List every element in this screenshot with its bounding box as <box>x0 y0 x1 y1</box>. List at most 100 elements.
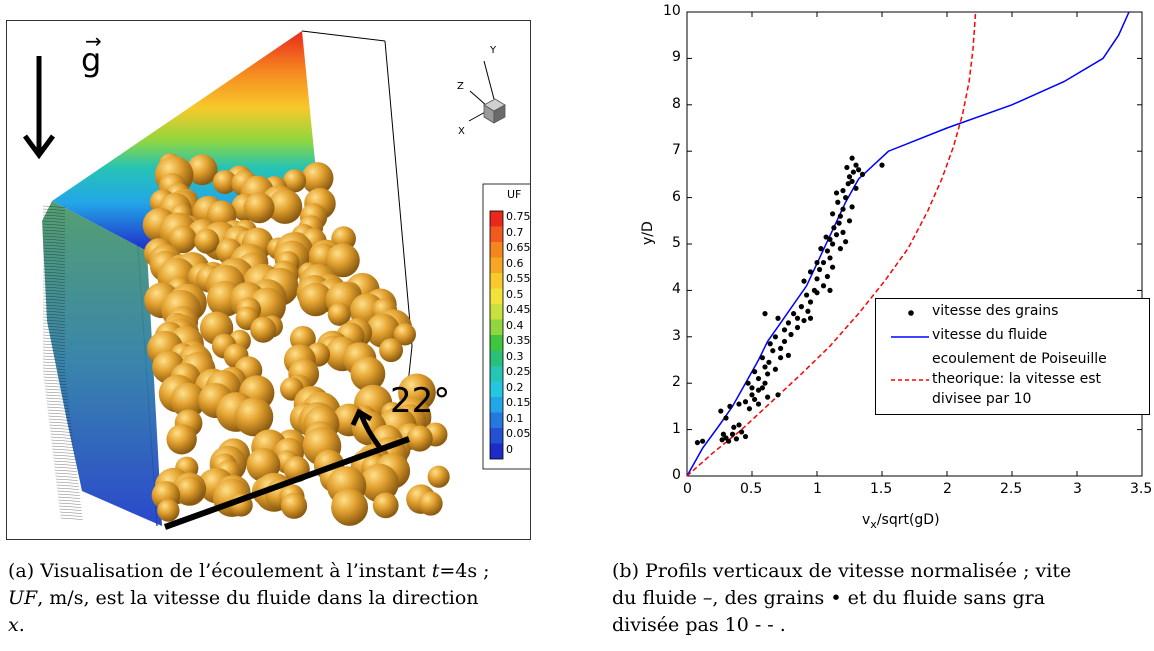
grain-velocity-point <box>831 225 837 231</box>
colorbar-swatch <box>490 397 503 413</box>
grain-particle <box>267 189 303 224</box>
velocity-vector-face <box>42 201 162 526</box>
grain-particle <box>350 356 386 392</box>
grain-particle <box>194 228 220 254</box>
grain-velocity-point <box>849 178 855 184</box>
grain-velocity-point <box>772 366 778 372</box>
grain-velocity-point <box>762 364 768 370</box>
grain-velocity-point <box>718 408 724 414</box>
colorbar-tick-label: 0.5 <box>506 287 524 301</box>
grain-velocity-point <box>849 204 855 210</box>
colorbar-swatch <box>490 335 503 351</box>
grain-velocity-point <box>846 174 853 180</box>
grain-velocity-point <box>772 334 778 340</box>
y-tick-label: 3 <box>672 327 681 344</box>
poiseuille-curve <box>686 11 977 477</box>
incline-angle-label: 22° <box>390 381 451 421</box>
grain-particle <box>186 154 218 186</box>
grain-velocity-point <box>755 375 762 382</box>
grain-particle <box>175 476 204 505</box>
grain-velocity-point <box>818 246 824 252</box>
incline-angle-arrow-icon <box>163 408 411 530</box>
grain-velocity-point <box>736 401 742 407</box>
grain-particle <box>379 338 404 363</box>
grain-velocity-point <box>801 317 807 324</box>
grain-velocity-point <box>762 380 768 386</box>
colorbar-tick-label: 0.3 <box>506 349 524 363</box>
grain-velocity-point <box>736 422 742 428</box>
caption-a-var-x: x <box>8 614 19 636</box>
grain-velocity-point <box>745 380 751 386</box>
grain-velocity-point <box>830 241 836 247</box>
legend-entry-grains: vitesse des grains <box>932 303 1059 319</box>
grain-velocity-point <box>830 264 836 270</box>
grain-velocity-point <box>801 278 807 284</box>
grain-particle <box>298 282 333 317</box>
grain-velocity-point <box>814 276 820 282</box>
grain-particle <box>234 397 274 437</box>
grain-particle <box>166 424 197 455</box>
grain-velocity-point <box>853 185 859 191</box>
grain-velocity-point <box>859 171 866 177</box>
figure-b-chart: 0 0.5 1 1.5 2 2.5 3 3.5 0 1 2 3 4 5 6 7 8 9 10 y/D vx/sqrt… <box>600 0 1154 545</box>
grain-velocity-point <box>720 431 726 437</box>
caption-a-text3: , m/s, est la vitesse du fluide dans la … <box>37 587 479 609</box>
grain-velocity-point <box>759 355 765 361</box>
grain-velocity-point <box>853 162 859 168</box>
grain-velocity-point <box>788 331 794 338</box>
grain-velocity-point <box>749 392 755 398</box>
y-tick-label: 1 <box>672 420 681 437</box>
colorbar-swatch <box>490 288 503 304</box>
grain-velocity-point <box>879 162 885 168</box>
grain-velocity-point <box>755 401 762 407</box>
caption-a-text2: =4s ; <box>439 560 490 582</box>
velocity-profile-chart <box>686 11 1143 477</box>
caption-a-var-t: t <box>431 560 440 582</box>
chart-legend: vitesse des grains vitesse du fluide eco… <box>875 298 1150 415</box>
grain-velocity-point <box>811 287 817 293</box>
grain-velocity-point <box>817 266 823 273</box>
caption-b-line1: Profils verticaux de vitesse normalisée … <box>645 560 1072 582</box>
colorbar-tick-label: 0.45 <box>506 303 531 316</box>
x-tick-label: 1.5 <box>870 481 893 497</box>
grain-velocity-point <box>843 195 849 201</box>
grain-velocity-point <box>742 433 749 440</box>
grain-velocity-point <box>723 415 729 421</box>
grain-velocity-point <box>739 429 745 435</box>
caption-a-tag: (a) <box>8 560 35 582</box>
y-tick-label: 2 <box>672 374 681 391</box>
grain-velocity-point <box>824 273 830 280</box>
grain-velocity-point <box>755 387 762 393</box>
colorbar-tick-label: 0.7 <box>506 225 524 239</box>
grain-velocity-point <box>798 304 804 310</box>
fluid-velocity-curve <box>686 11 1130 477</box>
legend-entry-poiseuille-line2: theorique: la vitesse est <box>932 371 1101 387</box>
grain-velocity-point <box>775 315 781 321</box>
gravity-vector-arrow: → <box>85 29 102 53</box>
y-tick-label: 6 <box>672 188 681 205</box>
colorbar-swatch <box>490 257 503 273</box>
gravity-symbol: g <box>81 41 102 79</box>
xlabel-sub: x <box>870 517 877 531</box>
grain-particle <box>418 491 443 516</box>
grain-velocity-point <box>746 406 752 412</box>
colorbar-tick-label: 0.2 <box>506 380 524 394</box>
caption-b-line3: divisée pas 10 - - . <box>612 614 786 636</box>
grain-velocity-point <box>827 236 833 242</box>
grain-particle <box>157 499 180 522</box>
colorbar-tick-label: 0.6 <box>506 256 524 270</box>
grain-velocity-point <box>727 403 733 409</box>
grain-velocity-point <box>833 232 840 238</box>
grain-velocity-point <box>835 199 841 205</box>
colorbar-tick-label: 0.35 <box>506 334 531 347</box>
grain-velocity-point <box>820 259 827 266</box>
colorbar-swatch <box>490 226 503 242</box>
grain-velocity-point <box>765 394 771 400</box>
colorbar-tick-label: 0.1 <box>506 411 524 425</box>
colorbar-tick-label: 0.15 <box>506 396 531 409</box>
grain-velocity-point <box>785 352 791 358</box>
grain-velocity-point <box>767 341 773 347</box>
colorbar-swatch <box>490 319 503 335</box>
grain-particle <box>360 463 399 503</box>
legend-swatches <box>891 310 929 381</box>
